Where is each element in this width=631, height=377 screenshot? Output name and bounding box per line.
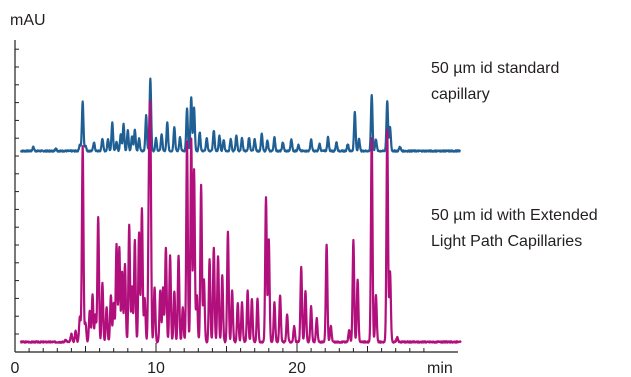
x-tick-label: 20 <box>288 360 306 377</box>
annotation-standard-line-2: capillary <box>431 86 490 103</box>
trace-standard <box>19 77 462 153</box>
axes: 0 10 20 min <box>11 40 458 377</box>
x-tick-label: 10 <box>147 360 165 377</box>
traces <box>19 77 462 344</box>
x-tick-label: 0 <box>11 360 20 377</box>
annotation-elp-line-1: 50 µm id with Extended <box>431 207 598 224</box>
trace-annotations: 50 µm id standard capillary 50 µm id wit… <box>431 60 598 250</box>
annotation-standard-line-1: 50 µm id standard <box>431 60 559 77</box>
x-axis-label: min <box>427 360 453 377</box>
y-axis-label: mAU <box>10 12 46 29</box>
annotation-elp-line-2: Light Path Capillaries <box>431 233 582 250</box>
trace-elp <box>19 99 462 344</box>
